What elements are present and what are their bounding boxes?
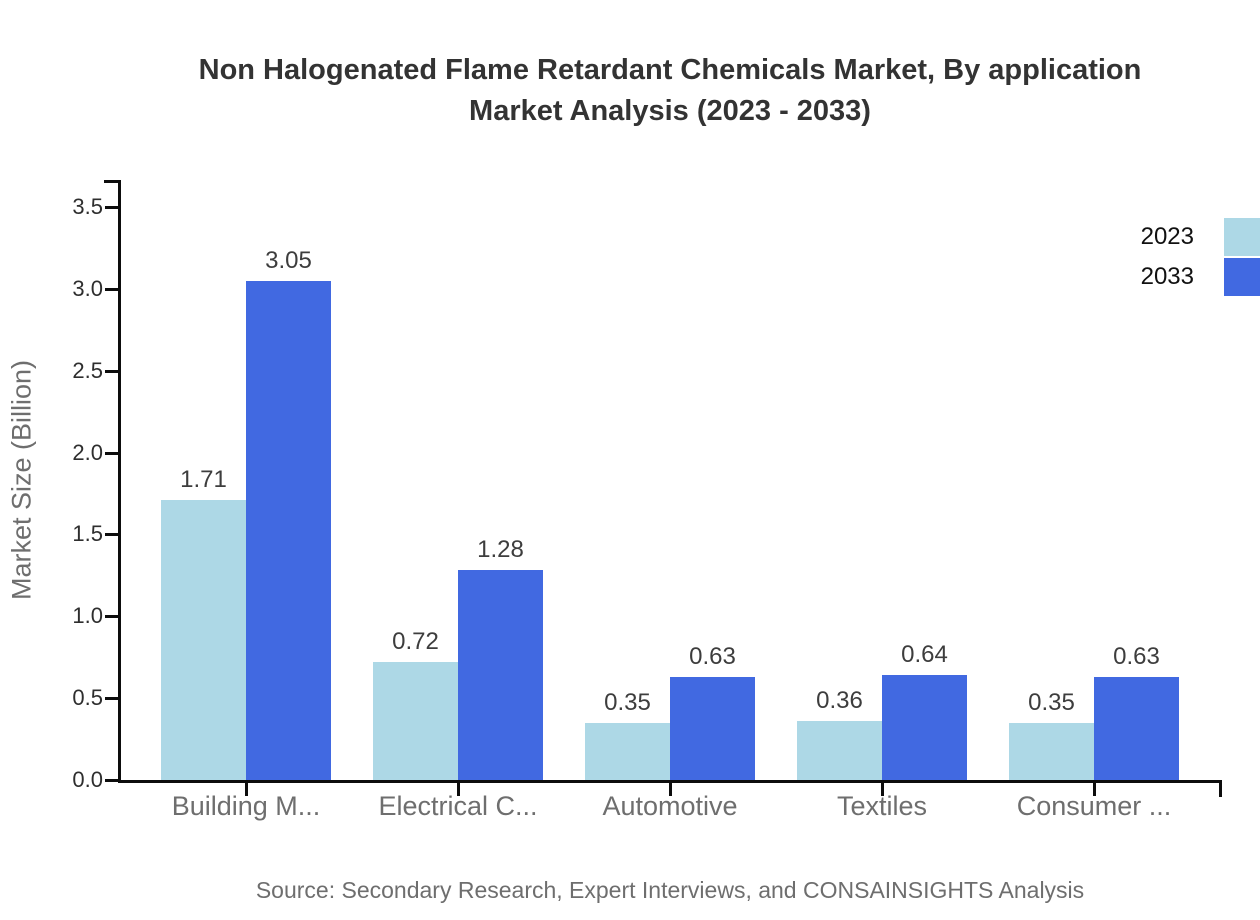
y-axis-end-cap — [104, 180, 121, 183]
bar-value-label: 0.72 — [392, 628, 439, 656]
y-tick — [105, 615, 120, 619]
source-note: Source: Secondary Research, Expert Inter… — [255, 877, 1085, 903]
x-tick — [668, 780, 672, 796]
y-tick-label: 3.5 — [72, 194, 103, 220]
bar-value-label: 1.28 — [477, 536, 524, 564]
y-tick — [105, 451, 120, 455]
y-tick — [105, 697, 120, 701]
bar — [373, 662, 458, 780]
x-tick — [1092, 780, 1096, 796]
y-tick — [105, 287, 120, 291]
y-tick — [105, 779, 120, 782]
y-tick-label: 0.5 — [72, 685, 103, 711]
bar — [246, 280, 331, 780]
y-tick-label: 0.0 — [72, 767, 103, 792]
y-axis-line — [118, 180, 121, 783]
y-axis-title: Market Size (Billion) — [6, 359, 37, 601]
bar — [458, 570, 543, 780]
legend-label: 2033 — [1140, 263, 1194, 290]
legend-label: 2023 — [1140, 223, 1194, 250]
y-tick — [105, 533, 120, 537]
y-tick-label: 2.0 — [72, 439, 103, 465]
legend-item: 2033 — [1141, 257, 1260, 297]
y-tick-label: 2.5 — [72, 357, 103, 383]
bar — [1009, 722, 1094, 780]
y-tick — [105, 206, 120, 210]
legend-item: 2023 — [1141, 217, 1260, 257]
chart-title-line-2: Market Analysis (2023 - 2033) — [469, 95, 871, 127]
bar-value-label: 3.05 — [265, 246, 312, 274]
chart-title: Non Halogenated Flame Retardant Chemical… — [0, 50, 1260, 132]
x-category-label: Electrical C... — [378, 791, 538, 821]
bar — [585, 722, 670, 780]
bar-value-label: 0.36 — [816, 687, 863, 715]
bar-value-label: 0.63 — [689, 642, 736, 670]
bar — [161, 500, 246, 780]
bar-value-label: 0.63 — [1113, 642, 1160, 670]
bar-value-label: 1.71 — [180, 466, 227, 494]
bar — [797, 721, 882, 780]
y-tick-label: 3.0 — [72, 275, 103, 301]
y-tick-label: 1.5 — [72, 521, 103, 547]
legend-swatch — [1224, 258, 1260, 296]
x-category-label: Building M... — [171, 791, 321, 821]
bar — [882, 675, 967, 780]
legend-swatch — [1224, 218, 1260, 256]
x-category-label: Textiles — [836, 791, 928, 821]
bar — [1094, 676, 1179, 780]
bar-value-label: 0.35 — [1028, 688, 1075, 716]
bar-value-label: 0.35 — [604, 688, 651, 716]
chart-title-line-1: Non Halogenated Flame Retardant Chemical… — [198, 54, 1142, 86]
legend: 2023 2033 — [1141, 217, 1260, 297]
x-category-label: Automotive — [602, 791, 738, 821]
x-tick — [244, 780, 248, 796]
y-tick — [105, 369, 120, 373]
y-tick-label: 1.0 — [72, 603, 103, 629]
x-category-label: Consumer ... — [1016, 791, 1172, 821]
bar — [670, 676, 755, 780]
x-tick — [456, 780, 460, 796]
x-axis-end-cap — [1219, 780, 1222, 797]
x-tick — [880, 780, 884, 796]
bar-value-label: 0.64 — [901, 641, 948, 669]
